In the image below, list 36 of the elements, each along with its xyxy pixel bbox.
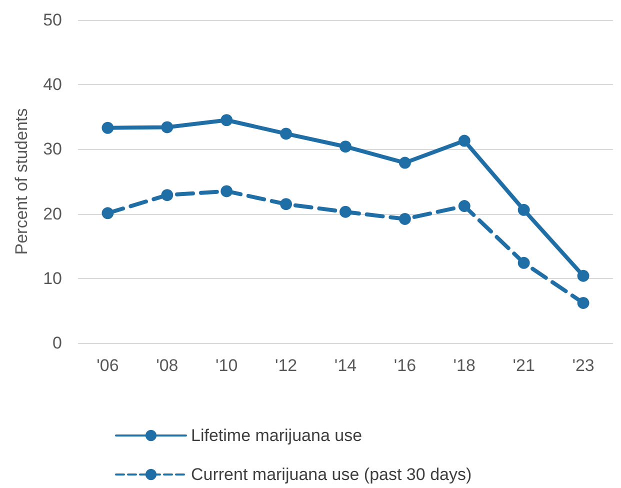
point (577, 270, 590, 282)
point (577, 296, 590, 309)
point (280, 128, 292, 140)
point (398, 156, 411, 169)
point (340, 140, 352, 153)
point (161, 189, 174, 202)
x-tick-label: '06 (96, 356, 119, 375)
point (518, 204, 530, 216)
point (220, 185, 233, 198)
x-tick-label: '14 (334, 356, 357, 375)
x-tick-label: '21 (512, 356, 535, 375)
y-tick-label: 50 (43, 10, 62, 30)
y-tick-label: 10 (43, 268, 62, 288)
point (220, 114, 233, 126)
y-tick-label: 0 (52, 334, 62, 352)
x-tick-label: '10 (216, 356, 238, 375)
y-axis-title: Percent of students (12, 108, 31, 255)
point (518, 256, 530, 269)
x-tick-label: '18 (453, 356, 476, 375)
point (458, 200, 470, 212)
point (458, 134, 470, 147)
legend-label: Current marijuana use (past 30 days) (191, 465, 472, 484)
point (161, 121, 174, 134)
x-tick-label: '16 (394, 356, 416, 375)
point (102, 122, 114, 134)
y-tick-label: 30 (43, 140, 62, 159)
point (280, 198, 292, 210)
legend-label: Lifetime marijuana use (191, 426, 362, 445)
x-tick-label: '08 (156, 356, 178, 375)
point (102, 207, 114, 220)
y-tick-label: 40 (43, 75, 62, 94)
point (340, 206, 352, 218)
x-tick-label: '12 (274, 356, 298, 375)
y-tick-label: 20 (43, 204, 62, 224)
x-tick-label: '23 (572, 356, 594, 375)
point (398, 212, 411, 225)
